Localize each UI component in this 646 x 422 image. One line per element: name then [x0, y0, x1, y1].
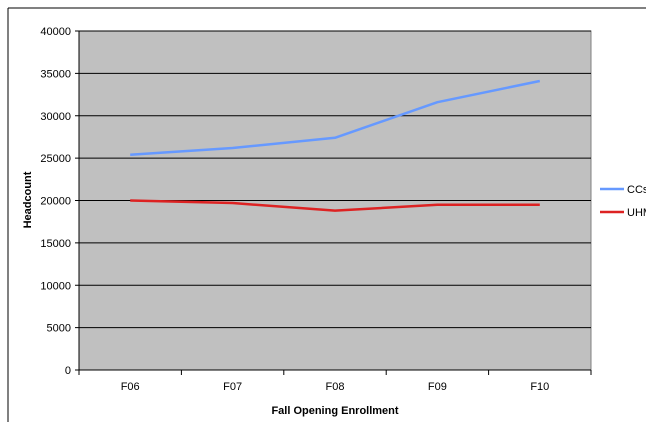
series-line-ccs — [130, 79, 541, 156]
xtick-label: F10 — [530, 381, 549, 393]
ytick-label: 5000 — [47, 323, 71, 335]
ytick-label: 20000 — [40, 196, 71, 208]
series-line-uhm — [130, 199, 540, 212]
legend-label: UHM — [627, 207, 646, 219]
ytick-label: 0 — [65, 365, 71, 377]
series-lines — [130, 79, 541, 212]
ytick-label: 10000 — [40, 280, 71, 292]
y-axis-title: Headcount — [22, 171, 34, 228]
xtick-label: F09 — [428, 381, 447, 393]
x-axis-ticks: F06 F07 F08 F09 F10 — [78, 370, 592, 393]
ytick-label: 35000 — [40, 68, 71, 80]
xtick-label: F06 — [121, 381, 140, 393]
ytick-label: 25000 — [40, 153, 71, 165]
y-axis-ticks: 0 5000 10000 15000 20000 25000 30000 35000 40000 — [40, 26, 79, 377]
x-axis-title: Fall Opening Enrollment — [271, 405, 398, 417]
gridlines — [79, 30, 591, 329]
legend-label: CCs — [627, 184, 646, 196]
ytick-label: 15000 — [40, 238, 71, 250]
ytick-label: 40000 — [40, 26, 71, 38]
xtick-label: F07 — [223, 381, 242, 393]
ytick-label: 30000 — [40, 111, 71, 123]
xtick-label: F08 — [326, 381, 345, 393]
legend: CCs UHM — [600, 184, 646, 219]
